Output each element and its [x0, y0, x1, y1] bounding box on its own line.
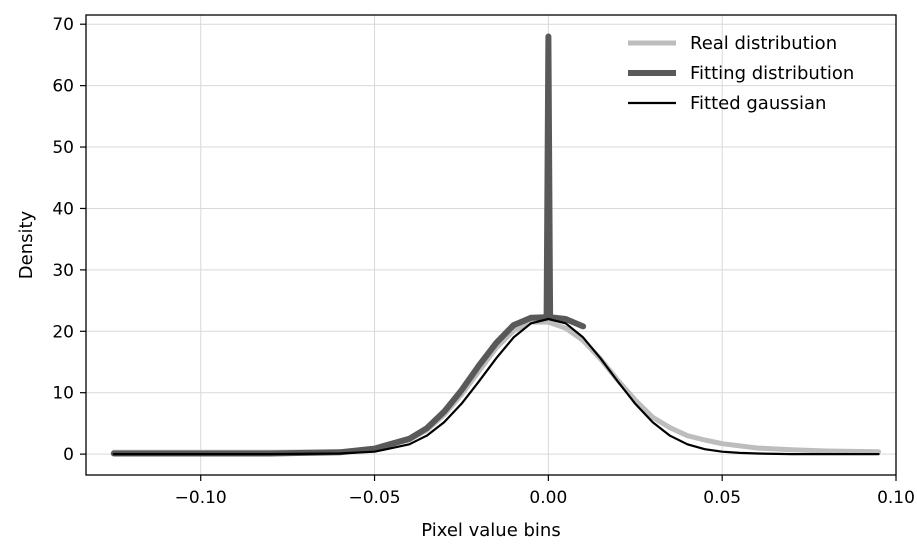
x-tick-label: 0.00 — [529, 488, 567, 508]
plot-frame — [85, 14, 897, 476]
legend-label-fitted-gaussian: Fitted gaussian — [690, 93, 826, 114]
x-axis-label: Pixel value bins — [421, 520, 560, 541]
series-line-fitted-gaussian — [112, 317, 880, 456]
y-tick-label: 60 — [52, 77, 74, 97]
legend-label-fitting-distribution: Fitting distribution — [690, 63, 854, 84]
legend: Real distribution Fitting distribution Fit… — [628, 33, 854, 114]
y-tick-label: 0 — [63, 445, 74, 465]
ticks: −0.10 −0.05 0.00 0.05 0.10 0 10 20 30 40 50 60 70 — [52, 15, 915, 508]
legend-label-real-distribution: Real distribution — [690, 33, 837, 54]
y-tick-label: 70 — [52, 15, 74, 35]
y-axis-label: Density — [16, 210, 37, 279]
series-layer — [110, 33, 882, 457]
y-tick-label: 30 — [52, 261, 74, 281]
y-tick-label: 20 — [52, 322, 74, 342]
x-tick-label: −0.05 — [348, 488, 400, 508]
series-line-fitting-distribution — [110, 33, 587, 457]
y-tick-label: 50 — [52, 138, 74, 158]
y-tick-label: 10 — [52, 384, 74, 404]
x-tick-label: 0.05 — [703, 488, 741, 508]
grid — [86, 15, 897, 475]
y-tick-label: 40 — [52, 199, 74, 219]
x-tick-label: −0.10 — [175, 488, 227, 508]
x-tick-label: 0.10 — [877, 488, 915, 508]
